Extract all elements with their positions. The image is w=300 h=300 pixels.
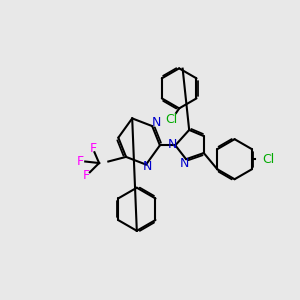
Text: N: N <box>143 160 152 173</box>
Text: F: F <box>77 155 84 168</box>
Text: N: N <box>152 116 161 129</box>
Text: N: N <box>167 138 177 151</box>
Text: Cl: Cl <box>165 113 178 126</box>
Text: F: F <box>89 142 97 155</box>
Text: N: N <box>180 157 189 169</box>
Text: F: F <box>83 169 90 182</box>
Text: Cl: Cl <box>262 153 274 166</box>
